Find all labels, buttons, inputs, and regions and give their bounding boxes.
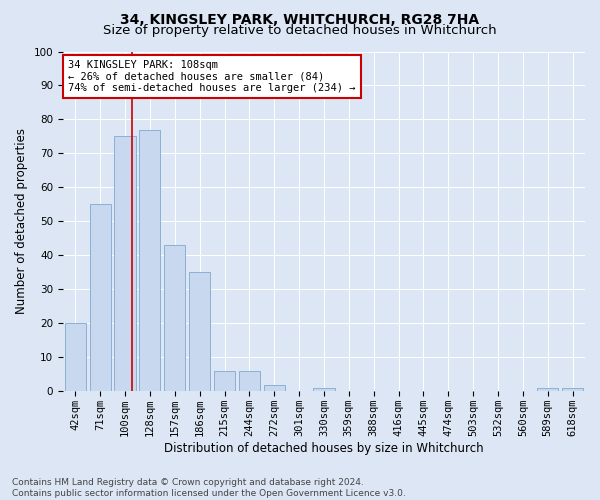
Bar <box>65 324 86 392</box>
Bar <box>214 371 235 392</box>
Bar <box>562 388 583 392</box>
Text: Size of property relative to detached houses in Whitchurch: Size of property relative to detached ho… <box>103 24 497 37</box>
Bar <box>189 272 210 392</box>
Bar <box>164 245 185 392</box>
Bar <box>139 130 160 392</box>
X-axis label: Distribution of detached houses by size in Whitchurch: Distribution of detached houses by size … <box>164 442 484 455</box>
Bar <box>537 388 558 392</box>
Bar <box>313 388 335 392</box>
Bar <box>239 371 260 392</box>
Bar <box>263 384 285 392</box>
Bar <box>115 136 136 392</box>
Text: Contains HM Land Registry data © Crown copyright and database right 2024.
Contai: Contains HM Land Registry data © Crown c… <box>12 478 406 498</box>
Text: 34, KINGSLEY PARK, WHITCHURCH, RG28 7HA: 34, KINGSLEY PARK, WHITCHURCH, RG28 7HA <box>121 12 479 26</box>
Text: 34 KINGSLEY PARK: 108sqm
← 26% of detached houses are smaller (84)
74% of semi-d: 34 KINGSLEY PARK: 108sqm ← 26% of detach… <box>68 60 356 93</box>
Bar <box>89 204 111 392</box>
Y-axis label: Number of detached properties: Number of detached properties <box>15 128 28 314</box>
